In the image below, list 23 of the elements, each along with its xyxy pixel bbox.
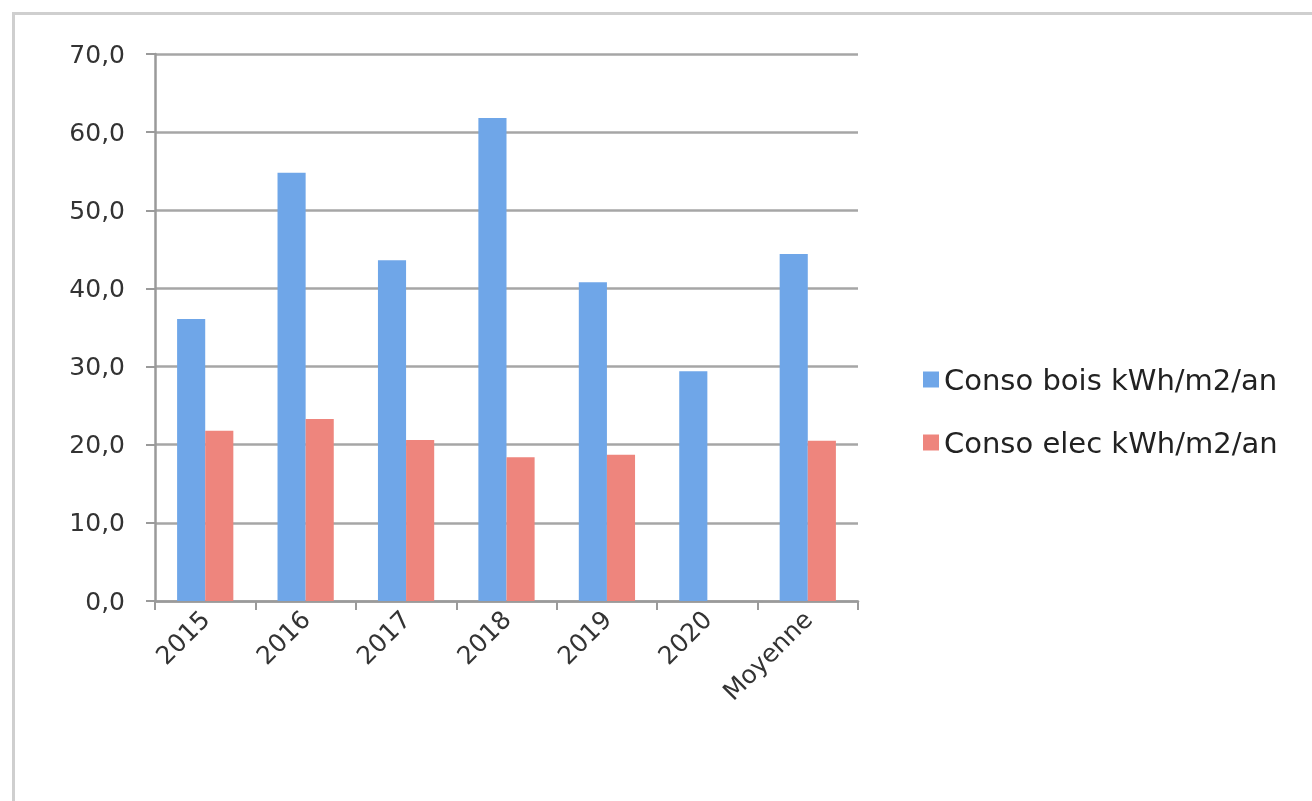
y-tick-label: 60,0 <box>69 117 125 147</box>
legend-label: Conso bois kWh/m2/an <box>944 362 1278 397</box>
y-tick-label: 70,0 <box>69 39 125 69</box>
bar <box>478 118 507 601</box>
y-tick-label: 0,0 <box>85 586 125 616</box>
bar <box>277 172 306 601</box>
y-tick-label: 10,0 <box>69 508 125 538</box>
bar <box>779 254 808 601</box>
y-tick-label: 50,0 <box>69 195 125 225</box>
bar <box>578 282 607 601</box>
y-tick-label: 30,0 <box>69 352 125 382</box>
bar <box>377 260 407 601</box>
bar <box>807 440 836 601</box>
bar <box>305 418 334 601</box>
bar <box>406 440 435 601</box>
bar <box>506 457 535 601</box>
bar <box>606 454 636 601</box>
y-tick-label: 20,0 <box>69 430 125 460</box>
bar <box>679 371 708 601</box>
y-tick-label: 40,0 <box>69 273 125 303</box>
bar <box>205 430 234 601</box>
legend-label: Conso elec kWh/m2/an <box>944 425 1278 460</box>
bar <box>177 318 206 601</box>
